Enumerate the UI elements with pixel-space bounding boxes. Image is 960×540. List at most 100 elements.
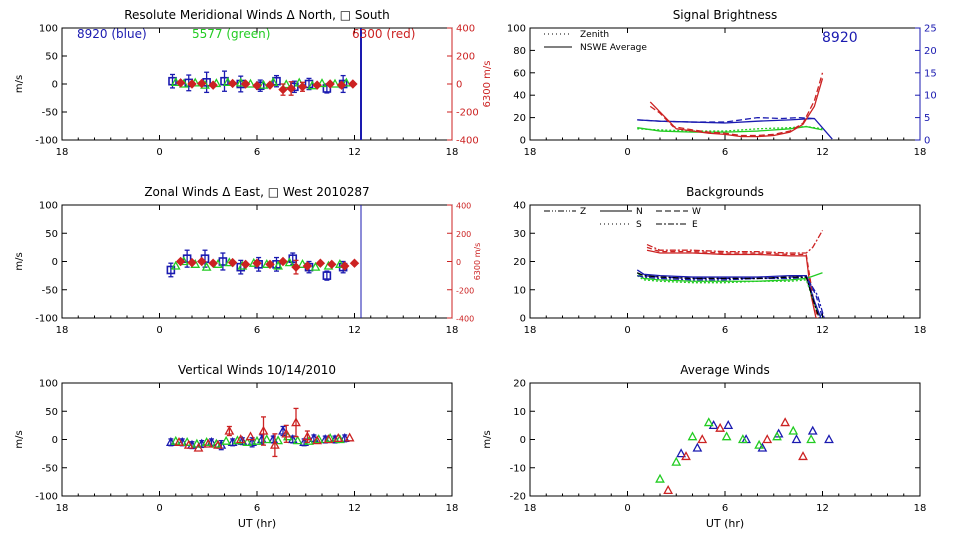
- y-tick-label: 50: [45, 52, 58, 63]
- x-tick-label: 18: [524, 503, 537, 514]
- y2-tick-label: 15: [924, 68, 937, 79]
- data-point: [655, 473, 665, 483]
- x-tick-label: 0: [156, 325, 162, 336]
- series-line: [649, 78, 824, 138]
- y-axis-label: m/s: [482, 430, 493, 448]
- data-point: [737, 434, 748, 444]
- data-point: [252, 258, 262, 268]
- data-point: [211, 438, 222, 448]
- data-point: [703, 417, 714, 427]
- data-point: [692, 442, 703, 452]
- y-tick-label: 40: [513, 201, 526, 212]
- legend-entry: 8920 (blue): [77, 27, 147, 41]
- data-point: [807, 425, 818, 435]
- data-point: [258, 79, 269, 89]
- series-8920-average: [637, 117, 833, 140]
- data-point: [302, 431, 313, 441]
- y-tick-label: 10: [513, 285, 526, 296]
- data-point: [201, 261, 212, 271]
- chart-title: Resolute Meridional Winds Δ North, □ Sou…: [124, 8, 390, 22]
- x-tick-label: 12: [816, 503, 829, 514]
- chart-meridional: Resolute Meridional Winds Δ North, □ Sou…: [14, 8, 493, 158]
- y-tick-label: -10: [510, 463, 526, 474]
- data-point: [265, 259, 275, 270]
- data-point: [297, 258, 308, 268]
- data-point: [208, 258, 218, 268]
- data-point: [284, 257, 295, 267]
- x-tick-label: 12: [348, 503, 361, 514]
- x-tick-label: 18: [914, 503, 927, 514]
- series-6300-n: [646, 249, 817, 319]
- x-tick-label: 0: [156, 147, 162, 158]
- y-tick-label: 0: [52, 257, 58, 268]
- data-point: [245, 431, 256, 441]
- x-tick-label: 18: [914, 147, 927, 158]
- data-point: [312, 80, 322, 90]
- data-point: [187, 257, 197, 268]
- series-6300-w: [646, 246, 819, 319]
- data-point: [312, 435, 323, 445]
- y2-tick-label: -200: [456, 286, 474, 295]
- data-point: [339, 433, 350, 443]
- series-line: [646, 230, 824, 254]
- y-tick-label: -50: [42, 285, 58, 296]
- series-black-z: [636, 272, 820, 319]
- series-5577: [655, 417, 817, 483]
- data-point: [723, 420, 734, 430]
- data-point: [340, 261, 350, 271]
- y-tick-label: 0: [520, 136, 526, 147]
- x-tick-label: 12: [816, 325, 829, 336]
- y-tick-label: 50: [45, 407, 58, 418]
- data-point: [193, 442, 204, 452]
- x-tick-label: 0: [156, 503, 162, 514]
- data-point: [227, 257, 238, 268]
- data-point: [297, 82, 308, 92]
- chart-zonal: Zonal Winds Δ East, □ West 2010287 18 0 6 12…: [14, 185, 482, 336]
- data-point: [762, 434, 773, 444]
- y-tick-label: 100: [507, 24, 526, 35]
- series-line: [649, 72, 824, 137]
- legend-entry: E: [692, 220, 698, 230]
- data-point: [824, 434, 834, 444]
- plot-frame: [529, 204, 921, 319]
- data-point: [697, 434, 708, 444]
- data-point: [242, 436, 253, 446]
- y2-tick-label: 200: [456, 230, 471, 239]
- series-line: [636, 272, 823, 282]
- x-tick-label: 18: [446, 503, 459, 514]
- x-tick-label: 6: [722, 503, 728, 514]
- y-axis-label: m/s: [14, 252, 25, 270]
- x-axis-label: UT (hr): [706, 517, 744, 530]
- legend-entry: Z: [580, 207, 586, 217]
- y-axis-label: m/s: [14, 75, 25, 93]
- data-point: [806, 434, 817, 444]
- series-line: [637, 125, 823, 133]
- y-tick-label: 20: [513, 379, 526, 390]
- y-tick-label: 0: [520, 435, 526, 446]
- data-point: [291, 417, 301, 427]
- y-tick-label: 30: [513, 229, 526, 240]
- x-tick-label: 0: [624, 147, 630, 158]
- x-tick-label: 18: [446, 147, 459, 158]
- y2-tick-label: 0: [456, 80, 462, 91]
- data-point: [348, 79, 358, 89]
- y2-tick-label: 400: [456, 24, 475, 35]
- x-tick-label: 0: [624, 503, 630, 514]
- legend-entry: W: [692, 207, 701, 217]
- data-point: [197, 256, 207, 267]
- data-point: [315, 258, 326, 268]
- data-point: [333, 433, 344, 443]
- x-tick-label: 18: [56, 503, 69, 514]
- legend-entry: NSWE Average: [580, 43, 647, 53]
- data-point: [232, 435, 243, 445]
- data-point: [221, 435, 232, 445]
- data-point: [757, 442, 768, 452]
- data-point: [291, 262, 301, 272]
- y2-tick-label: 200: [456, 52, 475, 63]
- data-point: [791, 434, 802, 444]
- series-6300-zenith: [649, 72, 824, 137]
- y-tick-label: 80: [513, 46, 526, 57]
- y2-tick-label: 20: [924, 46, 937, 57]
